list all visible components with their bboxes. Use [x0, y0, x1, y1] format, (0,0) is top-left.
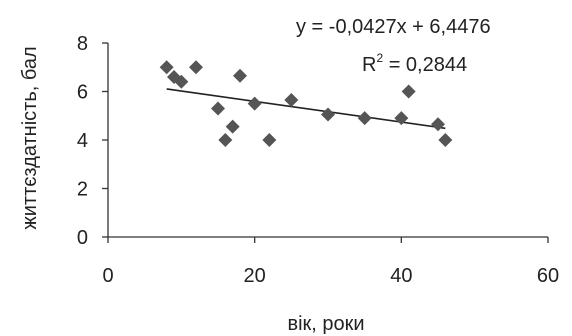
- data-point: [394, 111, 409, 126]
- data-point: [401, 84, 416, 99]
- r-squared-symbol: R: [362, 54, 376, 76]
- x-tick-label: 20: [244, 265, 266, 287]
- data-point: [262, 133, 277, 147]
- x-tick-label: 40: [390, 265, 412, 287]
- y-tick-label: 6: [77, 82, 88, 104]
- data-point: [225, 119, 240, 134]
- r-squared-value: = 0,2844: [383, 54, 467, 76]
- data-point: [247, 96, 262, 111]
- x-tick-label: 0: [102, 265, 113, 287]
- data-point: [159, 60, 174, 75]
- data-point: [189, 60, 203, 75]
- trendline-equation: y = -0,0427x + 6,4476: [296, 16, 491, 38]
- y-tick-label: 4: [77, 130, 88, 152]
- y-axis-title: життєздатність, бал: [19, 46, 41, 229]
- data-points: [159, 60, 453, 147]
- data-point: [357, 111, 372, 126]
- data-point: [321, 107, 335, 122]
- x-axis-title: вік, роки: [287, 313, 364, 335]
- labels: 0 2 4 6 8 0 20 40 60: [77, 33, 559, 287]
- data-point: [211, 101, 225, 116]
- data-point: [431, 117, 445, 132]
- data-point: [438, 133, 453, 147]
- axes: [102, 42, 549, 243]
- r-squared-exponent: 2: [376, 51, 383, 65]
- data-point: [284, 92, 299, 107]
- r-squared-label: R2 = 0,2844: [362, 51, 467, 76]
- y-tick-label: 0: [77, 227, 88, 249]
- y-tick-label: 2: [77, 179, 88, 201]
- x-tick-label: 60: [537, 265, 559, 287]
- y-tick-label: 8: [77, 33, 88, 55]
- data-point: [174, 74, 189, 89]
- data-point: [218, 133, 233, 147]
- data-point: [233, 68, 247, 83]
